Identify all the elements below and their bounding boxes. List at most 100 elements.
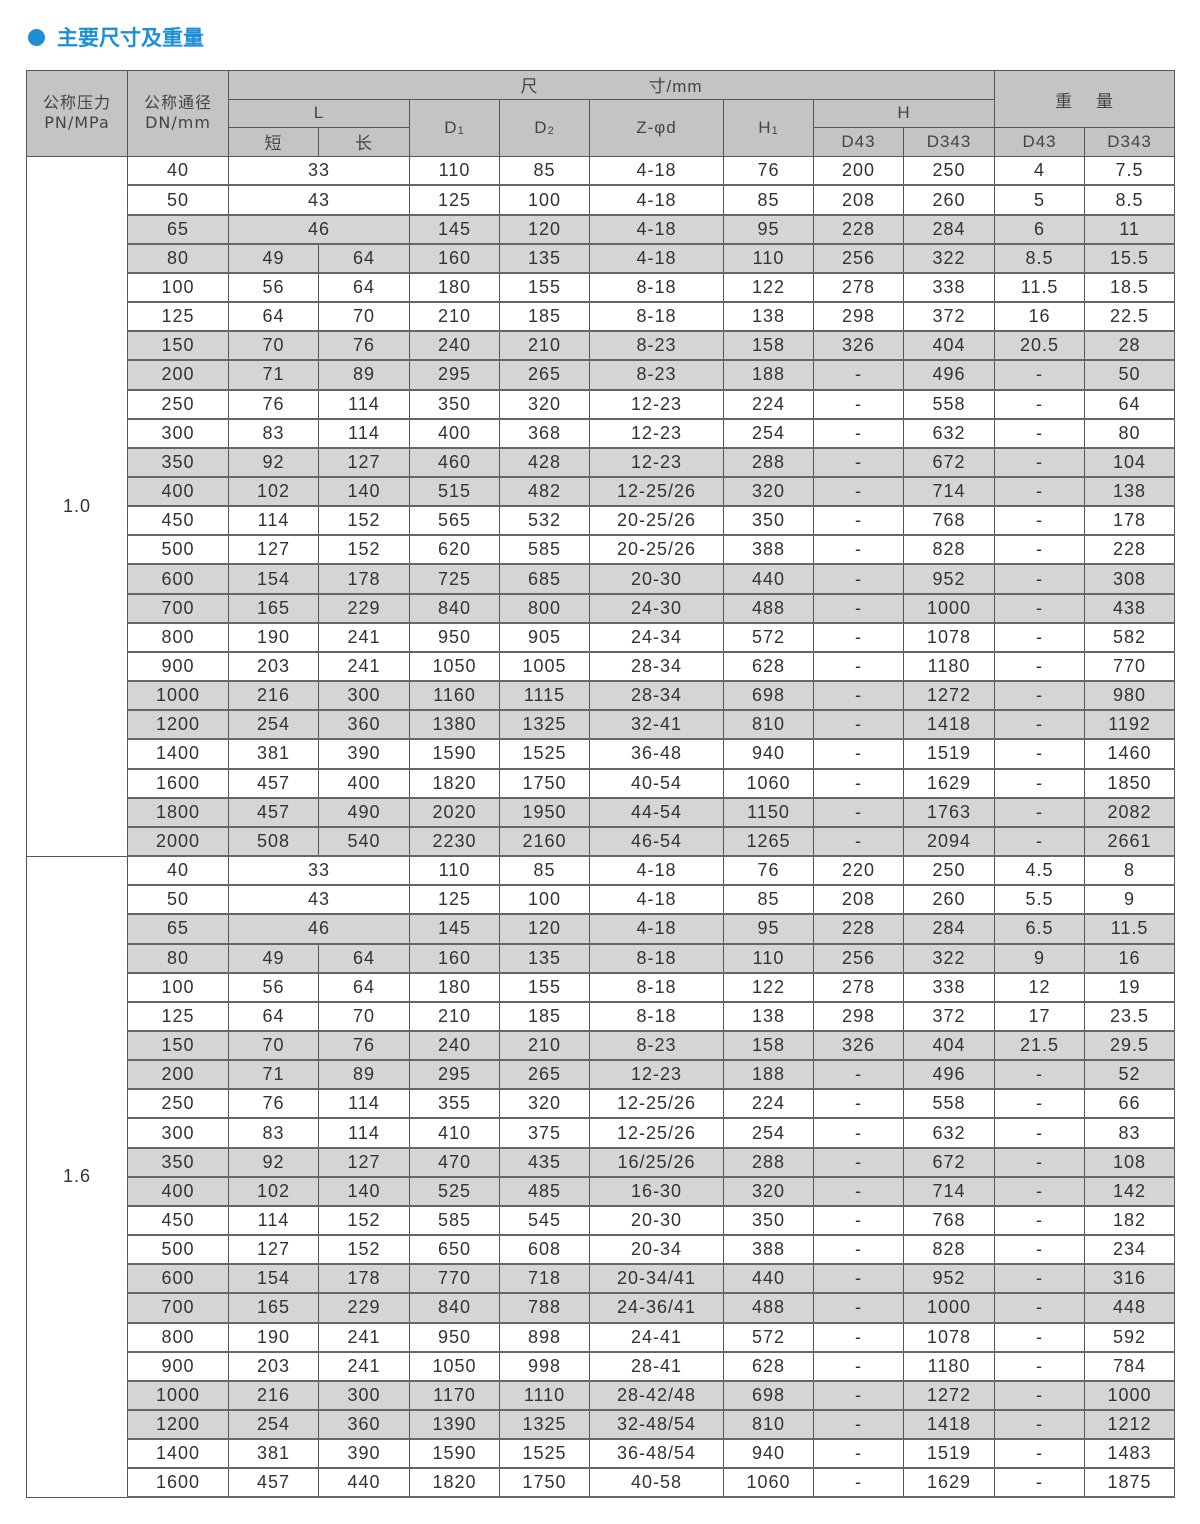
cell-d1: 145 <box>409 214 500 245</box>
cell-l-short: 49 <box>228 943 319 974</box>
table-row: 700 165 229 840 800 24-30 488-1000-438 <box>27 593 1176 624</box>
table-row: 1.6 40 33 110 85 4-18 76 220 250 4.5 8 <box>26 856 1176 1498</box>
cell-weight-d343: 1850 <box>1084 768 1176 799</box>
header-dn-unit: DN/mm <box>145 113 211 133</box>
header-pn-unit: PN/MPa <box>44 113 110 133</box>
cell-l-long: 64 <box>318 272 410 304</box>
cell-z-phid: 24-41 <box>589 1322 724 1353</box>
cell-h1: 572 <box>723 1322 814 1353</box>
cell-l-short: 381 <box>228 739 319 770</box>
cell-d1: 1160 <box>409 681 500 712</box>
table-row: 100 56 64 180 155 8-18 122 278 338 11.5 18.5 <box>27 272 1176 304</box>
cell-dn: 400 <box>127 1176 229 1207</box>
cell-weight-d343: 28 <box>1084 331 1176 362</box>
cell-d2: 788 <box>499 1293 590 1324</box>
cell-l-long: 490 <box>318 797 410 828</box>
cell-h-d343: 496 <box>902 1060 996 1091</box>
cell-z-phid: 8-18 <box>589 272 724 304</box>
cell-l-short: 203 <box>228 1351 319 1382</box>
cell-weight-d43: - <box>994 418 1086 449</box>
table-row: 65 46 145 120 4-18 95 228 284 6.5 11.5 <box>27 914 1176 945</box>
cell-d1: 2230 <box>409 826 500 858</box>
cell-d1: 295 <box>409 1060 500 1091</box>
cell-dn: 500 <box>127 535 229 566</box>
cell-weight-d43: - <box>994 389 1086 420</box>
cell-weight-d43: - <box>994 1205 1086 1237</box>
cell-h1: 76 <box>723 156 814 187</box>
cell-z-phid: 32-41 <box>589 710 724 741</box>
cell-h-d343: 372 <box>902 1001 996 1032</box>
cell-d1: 650 <box>409 1235 500 1266</box>
cell-h-d43: 298 <box>813 1001 904 1032</box>
header-W-D343: D343 <box>1084 127 1176 157</box>
cell-weight-d343: 1483 <box>1084 1439 1176 1470</box>
cell-h-d343: 952 <box>902 1264 996 1295</box>
cell-weight-d343: 15.5 <box>1084 243 1176 274</box>
cell-l-short: 70 <box>228 1030 319 1062</box>
cell-h1: 122 <box>723 272 814 304</box>
cell-z-phid: 12-23 <box>589 418 724 449</box>
cell-h1: 224 <box>723 1089 814 1120</box>
table-row: 65 46 145 120 4-18 95 228 284 6 11 <box>27 214 1176 245</box>
cell-weight-d343: 228 <box>1084 535 1176 566</box>
cell-z-phid: 24-30 <box>589 593 724 624</box>
cell-h-d343: 250 <box>902 856 996 887</box>
cell-weight-d43: - <box>994 1147 1086 1178</box>
cell-d1: 410 <box>409 1118 500 1149</box>
cell-h-d43: 208 <box>813 885 904 916</box>
cell-l-short: 154 <box>228 1264 319 1295</box>
cell-weight-d43: 21.5 <box>994 1030 1086 1062</box>
cell-l-short: 46 <box>228 214 410 245</box>
cell-h1: 288 <box>723 447 814 479</box>
cell-d2: 898 <box>499 1322 590 1353</box>
header-dimensions: 尺 寸/mm <box>227 70 996 100</box>
header-dimensions-1: 尺 <box>520 77 539 97</box>
cell-h-d43: 228 <box>813 214 904 245</box>
cell-weight-d43: 16 <box>994 302 1086 333</box>
cell-l-short: 190 <box>228 1322 319 1353</box>
cell-d2: 1750 <box>499 768 590 799</box>
cell-l-long: 152 <box>318 506 410 537</box>
cell-h1: 698 <box>723 1380 814 1412</box>
cell-l-long: 300 <box>318 1380 410 1412</box>
cell-h1: 85 <box>723 885 814 916</box>
cell-h1: 95 <box>723 214 814 245</box>
cell-l-short: 203 <box>228 651 319 683</box>
cell-dn: 800 <box>127 622 229 653</box>
cell-weight-d43: 5.5 <box>994 885 1086 916</box>
table-row: 1400 381 390 1590 1525 36-48 940-1519-1460 <box>27 739 1176 770</box>
cell-d1: 950 <box>409 622 500 653</box>
cell-d2: 1115 <box>499 681 590 712</box>
cell-d2: 485 <box>499 1176 590 1207</box>
cell-l-short: 165 <box>228 1293 319 1324</box>
cell-d1: 1820 <box>409 1468 500 1499</box>
cell-d2: 375 <box>499 1118 590 1149</box>
header-H1: H1 <box>723 98 814 157</box>
table-row: 450 114 152 585 545 20-30 350-768-182 <box>27 1205 1176 1237</box>
cell-l-long: 89 <box>318 1060 410 1091</box>
cell-h-d43: 278 <box>813 272 904 304</box>
cell-weight-d343: 22.5 <box>1084 302 1176 333</box>
cell-z-phid: 4-18 <box>589 214 724 245</box>
cell-h1: 110 <box>723 243 814 274</box>
table-row: 50 43 125 100 4-18 85 208 260 5.5 9 <box>27 885 1176 916</box>
cell-h-d43: 200 <box>813 156 904 187</box>
cell-l-short: 92 <box>228 1147 319 1178</box>
cell-weight-d43: 6 <box>994 214 1086 245</box>
header-L: L <box>228 98 410 129</box>
cell-l-short: 46 <box>228 914 410 945</box>
header-D1: D1 <box>409 98 500 157</box>
cell-h1: 320 <box>723 1176 814 1207</box>
table-row: 1200 254 360 1380 1325 32-41 810-1418-1192 <box>27 710 1176 741</box>
header-weight: 重 量 <box>994 69 1176 129</box>
cell-h-d343: 672 <box>902 447 996 479</box>
cell-dn: 100 <box>127 972 229 1003</box>
cell-d2: 155 <box>499 272 590 304</box>
cell-weight-d343: 66 <box>1084 1089 1176 1120</box>
cell-h-d43: - <box>813 1205 904 1237</box>
cell-h-d343: 632 <box>902 418 996 449</box>
cell-l-long: 76 <box>318 1030 410 1062</box>
cell-d2: 100 <box>499 185 590 216</box>
cell-weight-d343: 142 <box>1084 1176 1176 1207</box>
cell-z-phid: 24-34 <box>589 622 724 653</box>
